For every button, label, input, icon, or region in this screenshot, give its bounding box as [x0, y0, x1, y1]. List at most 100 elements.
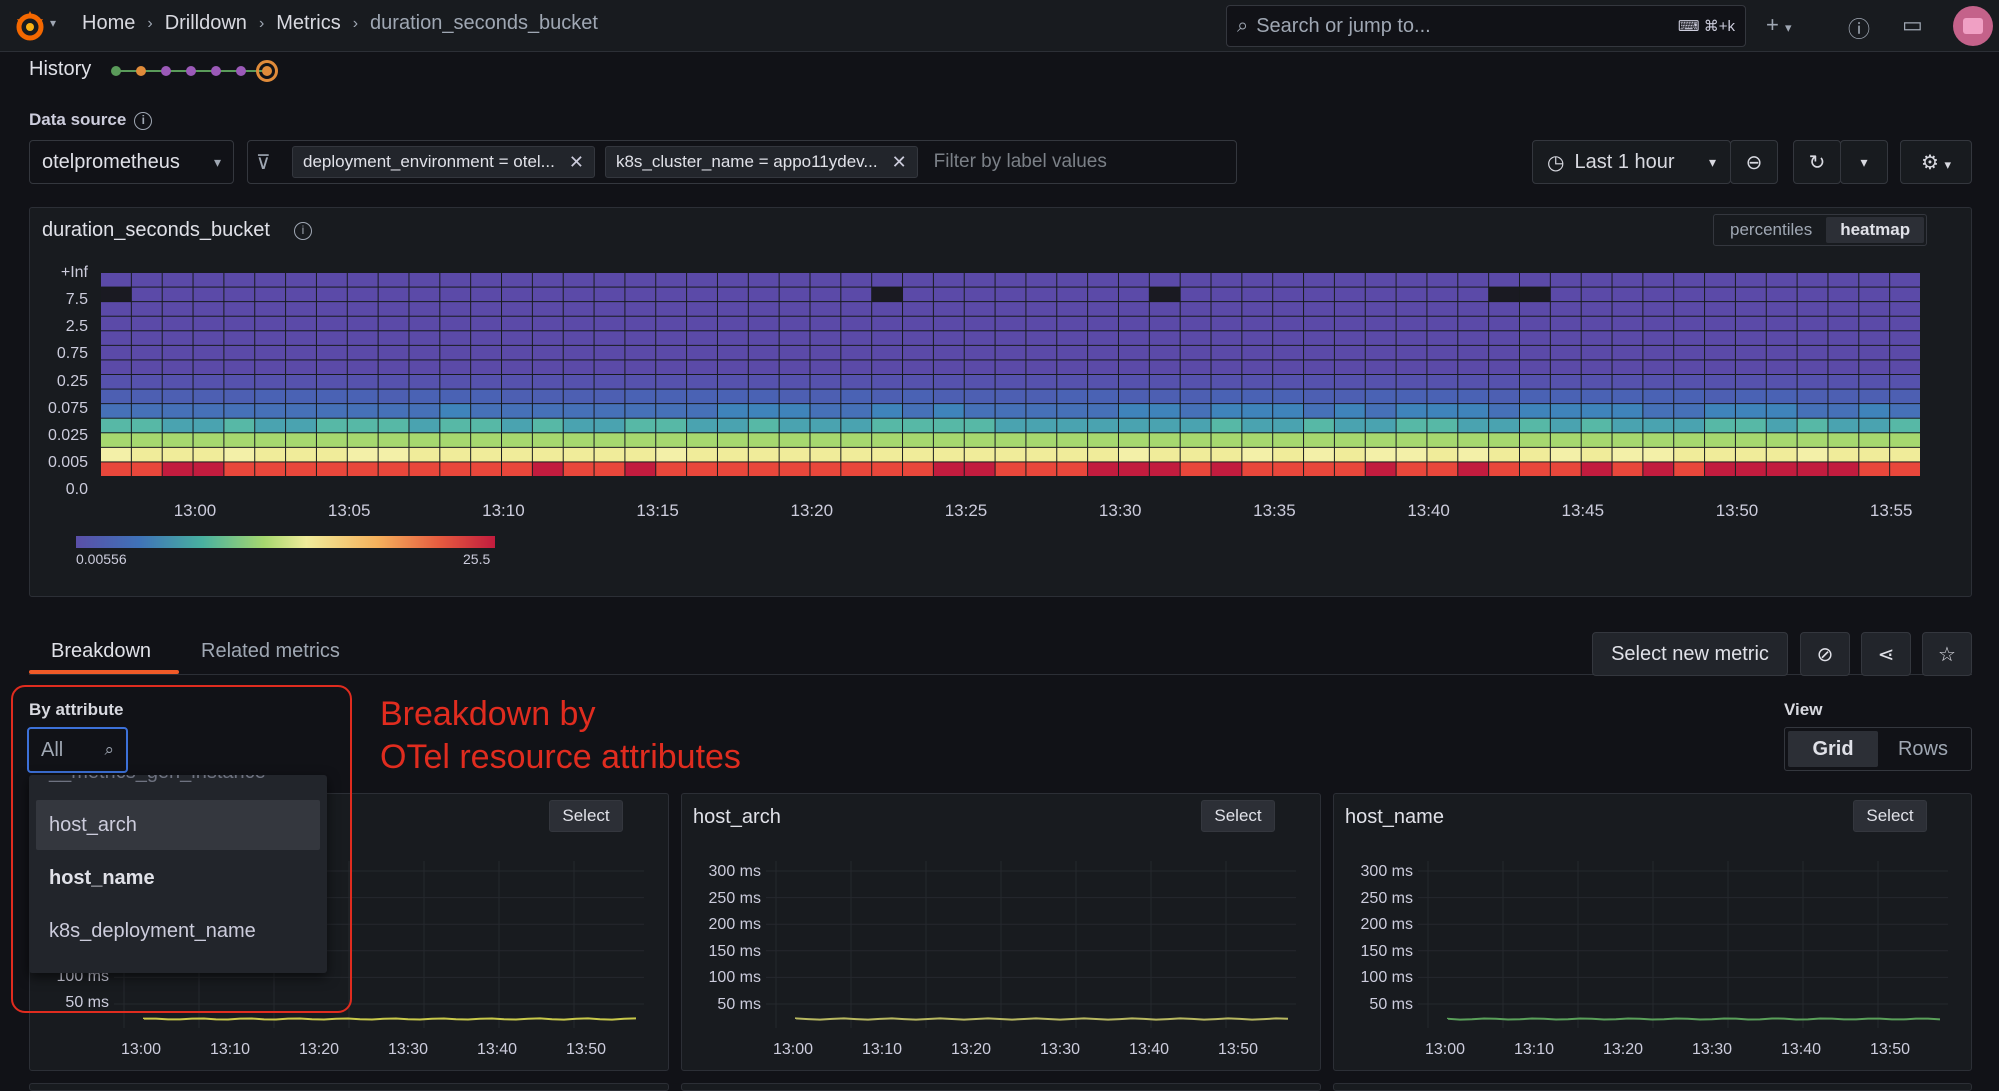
datasource-select[interactable]: otelprometheus ▾ — [29, 140, 234, 184]
view-grid-option[interactable]: Grid — [1788, 731, 1878, 767]
news-icon[interactable]: ▭ — [1902, 12, 1923, 37]
heatmap-cell — [1890, 302, 1920, 316]
filter-chip[interactable]: deployment_environment = otel... ✕ — [292, 146, 595, 178]
heatmap-cell — [1149, 433, 1180, 447]
attribute-search-input[interactable]: All ⌕ — [27, 727, 128, 773]
heatmap-cell — [255, 273, 286, 287]
heatmap-cell — [1828, 331, 1859, 345]
bookmark-button[interactable]: ☆ — [1922, 632, 1972, 676]
tab-breakdown[interactable]: Breakdown — [51, 640, 152, 662]
heatmap-cell — [502, 462, 532, 476]
history-step[interactable] — [186, 66, 196, 76]
heatmap-option[interactable]: heatmap — [1826, 217, 1925, 243]
heatmap-cell — [1365, 287, 1396, 302]
dropdown-option[interactable]: k8s_deployment_name — [49, 920, 256, 942]
info-icon[interactable]: i — [293, 221, 312, 240]
heatmap-chart[interactable] — [101, 273, 1921, 477]
breakdown-line-chart[interactable] — [1418, 861, 1948, 1028]
heatmap-cell — [748, 418, 779, 433]
label-filter-bar[interactable]: ⊽ deployment_environment = otel... ✕ k8s… — [247, 140, 1237, 184]
history-step[interactable] — [111, 66, 121, 76]
grafana-logo-icon[interactable] — [12, 8, 48, 44]
history-step[interactable] — [211, 66, 221, 76]
heatmap-cell — [717, 418, 748, 433]
breadcrumb-drilldown[interactable]: Drilldown — [164, 12, 247, 34]
heatmap-cell — [1180, 302, 1211, 316]
heatmap-cell — [995, 389, 1026, 404]
heatmap-cell — [1273, 345, 1304, 360]
heatmap-cell — [1118, 287, 1149, 302]
close-icon[interactable]: ✕ — [891, 151, 907, 172]
breakdown-line-chart[interactable] — [766, 861, 1296, 1028]
tab-related-metrics[interactable]: Related metrics — [201, 640, 340, 662]
heatmap-cell — [1581, 273, 1612, 287]
heatmap-cell — [1612, 433, 1643, 447]
heatmap-cell — [193, 447, 224, 462]
heatmap-cell — [1088, 447, 1118, 462]
dropdown-option[interactable]: host_name — [49, 867, 155, 889]
percentiles-option[interactable]: percentiles — [1730, 220, 1813, 239]
settings-button[interactable]: ⚙ ▾ — [1900, 140, 1972, 184]
heatmap-cell — [1273, 316, 1304, 331]
heatmap-cell — [964, 462, 995, 476]
heatmap-cell — [717, 389, 748, 404]
share-button[interactable]: ⋖ — [1861, 632, 1911, 676]
view-rows-option[interactable]: Rows — [1897, 738, 1948, 760]
dropdown-option[interactable]: __metrics_gen_instance — [49, 775, 266, 784]
heatmap-cell — [1766, 462, 1797, 476]
heatmap-cell — [1705, 287, 1735, 302]
dropdown-option[interactable]: host_arch — [36, 800, 320, 850]
heatmap-cell — [1180, 375, 1211, 389]
heatmap-cell — [409, 287, 440, 302]
heatmap-cell — [1797, 389, 1828, 404]
heatmap-cell — [872, 331, 903, 345]
heatmap-cell — [1674, 433, 1705, 447]
avatar[interactable] — [1953, 6, 1993, 46]
refresh-interval-button[interactable]: ▾ — [1840, 140, 1888, 184]
heatmap-cell — [378, 462, 409, 476]
info-icon[interactable]: i — [134, 111, 153, 130]
search-icon: ⌕ — [104, 740, 114, 759]
y-tick-label: 200 ms — [708, 916, 761, 934]
heatmap-cell — [440, 331, 471, 345]
select-new-metric-button[interactable]: Select new metric — [1592, 632, 1788, 676]
heatmap-cell — [1674, 316, 1705, 331]
explore-button[interactable]: ⊘ — [1800, 632, 1850, 676]
x-tick-label: 13:10 — [482, 501, 525, 520]
heatmap-cell — [1118, 331, 1149, 345]
y-tick-label: 200 ms — [1360, 916, 1413, 934]
add-icon[interactable]: + ▾ — [1766, 12, 1792, 37]
history-current-step[interactable] — [256, 60, 278, 82]
heatmap-cell — [1304, 273, 1334, 287]
panel-select-button[interactable]: Select — [1853, 800, 1927, 832]
chevron-down-icon[interactable]: ▾ — [50, 16, 57, 30]
heatmap-cell — [1149, 287, 1180, 302]
help-icon[interactable]: ⓘ — [1848, 17, 1871, 42]
filter-chip[interactable]: k8s_cluster_name = appo11ydev... ✕ — [604, 146, 918, 178]
heatmap-cell — [810, 389, 841, 404]
breadcrumb-metrics[interactable]: Metrics — [276, 12, 341, 34]
heatmap-cell — [1674, 302, 1705, 316]
heatmap-cell — [316, 316, 347, 331]
zoom-out-button[interactable]: ⊖ — [1730, 140, 1778, 184]
history-step[interactable] — [161, 66, 171, 76]
time-range-picker[interactable]: ◷ Last 1 hour ▾ — [1532, 140, 1731, 184]
y-tick-label: 150 ms — [1360, 942, 1413, 960]
panel-select-button[interactable]: Select — [549, 800, 623, 832]
history-step[interactable] — [136, 66, 146, 76]
heatmap-cell — [101, 345, 131, 360]
breadcrumb-home[interactable]: Home — [82, 12, 136, 34]
heatmap-cell — [964, 360, 995, 374]
close-icon[interactable]: ✕ — [568, 151, 584, 172]
panel-select-button[interactable]: Select — [1201, 800, 1275, 832]
heatmap-cell — [378, 433, 409, 447]
refresh-button[interactable]: ↻ — [1793, 140, 1841, 184]
heatmap-cell — [1088, 404, 1118, 418]
annotation-highlight-box — [11, 685, 352, 1013]
filter-input[interactable]: Filter by label values — [933, 151, 1107, 172]
history-step[interactable] — [236, 66, 246, 76]
heatmap-cell — [1735, 331, 1766, 345]
search-input[interactable]: ⌕ Search or jump to... ⌨ ⌘+k — [1226, 5, 1746, 47]
heatmap-cell — [1180, 287, 1211, 302]
heatmap-cell — [625, 273, 656, 287]
